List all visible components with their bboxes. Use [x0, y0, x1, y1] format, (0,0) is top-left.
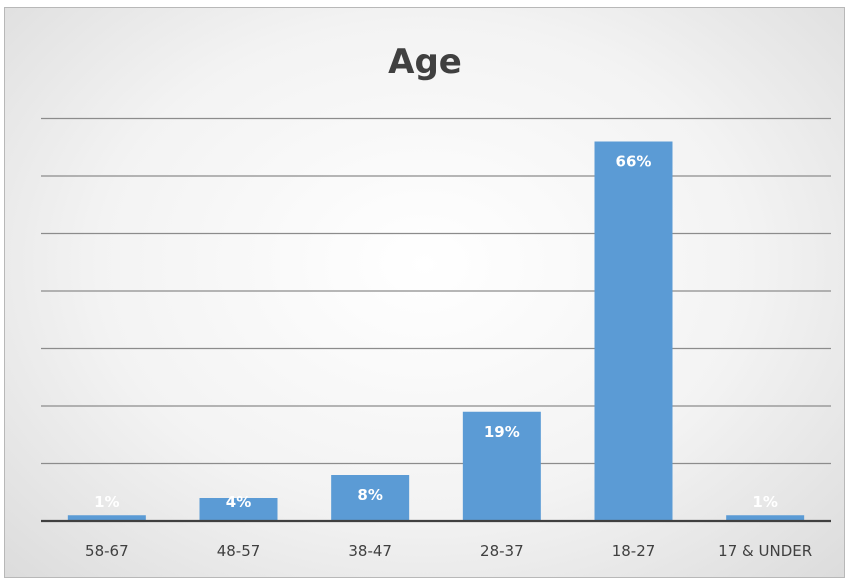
bar-38-47	[331, 475, 410, 521]
x-tick-label: 17 & UNDER	[718, 542, 812, 560]
bars	[67, 141, 805, 521]
x-tick-label: 28-37	[480, 542, 524, 560]
data-label: 4%	[226, 493, 251, 511]
bar-48-57	[199, 498, 278, 521]
data-labels: 1% 4% 8% 19% 66% 1%	[94, 153, 778, 512]
bar-58-67	[67, 515, 146, 521]
x-tick-label: 58-67	[85, 542, 129, 560]
x-tick-label: 48-57	[217, 542, 261, 560]
data-label: 1%	[752, 493, 777, 511]
x-axis: 58-67 48-57 38-47 28-37 18-27 17 & UNDER	[41, 519, 831, 560]
bar-18-27	[594, 141, 673, 521]
data-label: 19%	[484, 423, 520, 441]
chart-area: Age 58-67 48-57 38-47 28-37 18-27 17 & UNDER …	[4, 7, 845, 578]
chart-svg: Age 58-67 48-57 38-47 28-37 18-27 17 & UNDER …	[41, 42, 831, 560]
bar-28-37	[462, 411, 541, 521]
x-tick-label: 18-27	[612, 542, 656, 560]
data-label: 66%	[616, 153, 652, 171]
top-strip	[0, 0, 848, 9]
x-tick-label: 38-47	[348, 542, 392, 560]
gridlines	[41, 117, 831, 465]
bar-17-under	[726, 515, 805, 521]
data-label: 8%	[357, 486, 382, 504]
chart-title: Age	[388, 42, 462, 82]
data-label: 1%	[94, 493, 119, 511]
